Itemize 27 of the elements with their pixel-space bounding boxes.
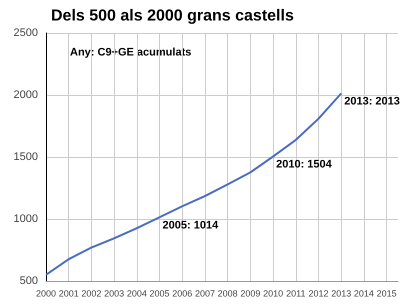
x-tick-label: 2007 bbox=[194, 288, 215, 298]
x-tick-label: 2009 bbox=[240, 288, 260, 298]
x-tick-label: 2001 bbox=[58, 288, 79, 298]
x-tick-label: 2008 bbox=[218, 288, 238, 298]
x-tick-label: 2006 bbox=[172, 288, 192, 298]
y-tick-label: 2500 bbox=[14, 27, 38, 39]
x-tick-label: 2013 bbox=[331, 288, 352, 298]
x-tick-label: 2002 bbox=[81, 288, 102, 298]
x-tick-label: 2011 bbox=[286, 288, 306, 298]
x-tick-label: 2010 bbox=[263, 288, 284, 298]
x-tick-label: 2015 bbox=[376, 288, 397, 298]
x-tick-label: 2014 bbox=[354, 288, 374, 298]
x-tick-label: 2003 bbox=[104, 288, 124, 298]
annotation: 2013: 2013 bbox=[344, 95, 400, 108]
x-tick-label: 2005 bbox=[150, 288, 170, 298]
y-tick-label: 500 bbox=[20, 275, 38, 287]
y-tick-label: 2000 bbox=[14, 89, 38, 101]
x-tick-label: 2004 bbox=[126, 288, 147, 298]
line-series bbox=[45, 92, 342, 276]
x-tick-label: 2000 bbox=[36, 288, 56, 298]
annotation: 2010: 1504 bbox=[276, 158, 333, 171]
chart-title: Dels 500 als 2000 grans castells bbox=[51, 8, 294, 24]
annotation: 2005: 1014 bbox=[162, 219, 220, 232]
x-tick-label: 2012 bbox=[308, 288, 329, 298]
y-tick-label: 1500 bbox=[14, 151, 38, 163]
y-tick-label: 1000 bbox=[14, 213, 38, 225]
annotation: Any: C9+GE acumulats bbox=[70, 46, 192, 58]
